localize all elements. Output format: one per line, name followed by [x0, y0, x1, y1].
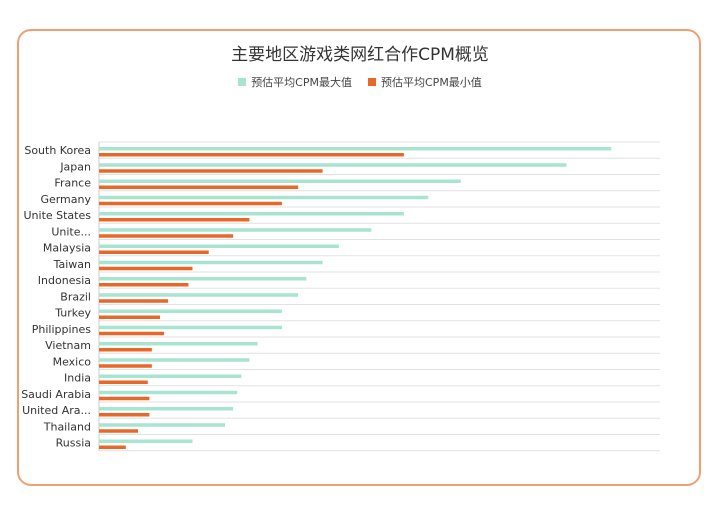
- bar-min: [99, 169, 323, 173]
- bar-max: [99, 163, 567, 167]
- bar-max: [99, 212, 404, 216]
- category-label: Taiwan: [53, 258, 91, 271]
- bar-min: [99, 413, 150, 417]
- bar-max: [99, 293, 299, 297]
- legend-item-min: 预估平均CPM最小值: [368, 74, 482, 90]
- category-label: Indonesia: [38, 274, 91, 287]
- bar-min: [99, 250, 209, 254]
- category-label: Saudi Arabia: [21, 388, 91, 401]
- category-label: Unite States: [23, 209, 91, 222]
- bar-min: [99, 364, 152, 368]
- bar-max: [99, 374, 242, 378]
- bar-min: [99, 185, 299, 189]
- bar-max: [99, 147, 612, 151]
- category-label: Thailand: [43, 420, 91, 433]
- category-label: Russia: [56, 437, 91, 450]
- category-label: United Ara...: [22, 404, 91, 417]
- bar-max: [99, 325, 282, 330]
- category-label: Malaysia: [43, 242, 91, 255]
- category-label: Brazil: [60, 290, 91, 303]
- bar-min: [99, 380, 148, 384]
- bar-min: [99, 331, 165, 336]
- category-label: India: [64, 372, 91, 385]
- bar-max: [99, 439, 193, 443]
- category-label: Turkey: [54, 307, 91, 320]
- bar-min: [99, 315, 160, 319]
- chart-title: 主要地区游戏类网红合作CPM概览: [231, 45, 489, 65]
- bar-min: [99, 445, 126, 449]
- bar-min: [99, 396, 150, 401]
- legend-item-max: 预估平均CPM最大值: [238, 74, 352, 90]
- bar-min: [99, 283, 189, 287]
- bar-min: [99, 218, 250, 222]
- bar-max: [99, 228, 372, 232]
- bar-max: [99, 244, 339, 248]
- category-label: Mexico: [53, 355, 92, 368]
- bar-max: [99, 309, 282, 313]
- bar-max: [99, 260, 323, 265]
- bar-max: [99, 390, 238, 395]
- chart-legend: 预估平均CPM最大值 预估平均CPM最小值: [0, 74, 720, 90]
- bar-min: [99, 201, 282, 206]
- legend-label-max: 预估平均CPM最大值: [251, 76, 352, 89]
- category-label: Germany: [40, 193, 91, 206]
- bar-max: [99, 195, 429, 200]
- bar-min: [99, 348, 152, 352]
- legend-swatch-max: [238, 78, 247, 86]
- bar-min: [99, 266, 193, 271]
- bar-max: [99, 179, 461, 183]
- bar-min: [99, 153, 404, 157]
- category-label: Vietnam: [45, 339, 91, 352]
- bar-min: [99, 234, 234, 238]
- bar-min: [99, 429, 139, 433]
- bar-max: [99, 358, 250, 362]
- bar-min: [99, 299, 169, 303]
- category-label: Unite...: [51, 225, 91, 238]
- bar-max: [99, 342, 258, 346]
- legend-swatch-min: [368, 78, 376, 86]
- legend-label-min: 预估平均CPM最小值: [381, 76, 482, 89]
- bar-max: [99, 277, 307, 281]
- category-label: Philippines: [32, 323, 92, 336]
- category-label: Japan: [59, 160, 91, 173]
- bar-max: [99, 407, 234, 411]
- bar-max: [99, 423, 226, 427]
- category-label: South Korea: [24, 144, 91, 157]
- category-label: France: [54, 177, 91, 190]
